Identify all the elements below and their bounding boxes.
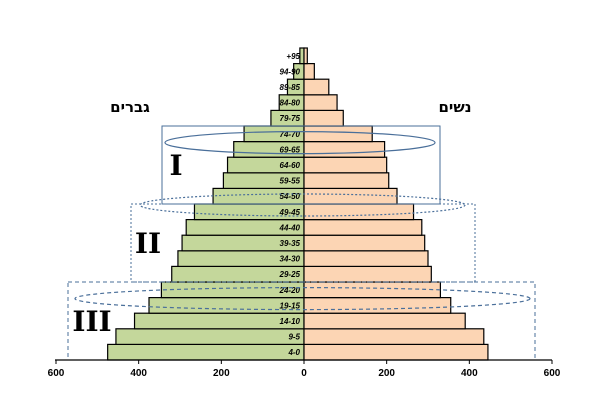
women-bar [303, 343, 489, 361]
age-label: 84-80 [280, 99, 301, 108]
x-tick-label: 400 [130, 368, 147, 379]
group-label-III: III [72, 305, 111, 338]
women-bar [303, 94, 338, 112]
group-ellipse [74, 287, 531, 311]
women-bar [303, 219, 423, 236]
women-bar [303, 312, 466, 330]
women-bar [303, 125, 373, 143]
x-tick-label: 200 [378, 368, 395, 379]
men-label: גברים [110, 98, 150, 116]
age-label: 29-25 [279, 270, 301, 279]
women-bar [303, 328, 485, 345]
age-label: 49-45 [279, 208, 301, 217]
age-label: 94-90 [280, 67, 301, 76]
age-label: 79-75 [280, 114, 301, 123]
age-label: 4-0 [287, 348, 300, 357]
x-tick-label: 600 [48, 368, 65, 379]
women-label: נשים [438, 98, 471, 116]
women-bar [303, 187, 398, 205]
age-label: 34-30 [280, 255, 301, 264]
women-bar [303, 281, 441, 299]
age-label: 39-35 [280, 239, 301, 248]
group-label-II: II [135, 227, 161, 260]
women-bar [303, 250, 429, 268]
age-label: 64-60 [280, 161, 301, 170]
group-ellipse [164, 131, 436, 155]
age-label: 9-5 [288, 333, 300, 342]
age-labels-group: 4-0 9-5 14-10 19-15 24-20 29-25 34-30 39-35 44-4… [279, 52, 301, 357]
women-bar [303, 62, 315, 80]
bars-group [107, 47, 489, 361]
women-bar [303, 141, 386, 158]
age-label: 44-40 [279, 223, 301, 232]
age-label: 14-10 [280, 317, 301, 326]
age-label: 54-50 [280, 192, 301, 201]
age-label: +95 [286, 52, 300, 61]
women-bar [303, 203, 415, 221]
men-bar [299, 47, 305, 65]
age-label: 69-65 [280, 145, 301, 154]
age-label: 19-15 [280, 301, 301, 310]
x-axis: 600 400 200 0 200 400 600 [48, 359, 561, 379]
women-bar [303, 78, 330, 96]
age-label: 74-70 [280, 130, 301, 139]
x-tick-label: 400 [461, 368, 478, 379]
x-tick-label: 200 [213, 368, 230, 379]
women-bar [303, 234, 426, 252]
women-bar [303, 156, 388, 174]
women-bar [303, 265, 432, 283]
women-bar [303, 47, 308, 65]
age-label: 24-20 [279, 286, 301, 295]
group-label-I: I [169, 149, 182, 182]
x-tick-label: 0 [301, 368, 307, 379]
women-bar [303, 172, 390, 190]
men-bar [115, 328, 305, 345]
age-label: 59-55 [280, 177, 301, 186]
group-ellipse [139, 193, 466, 217]
women-bar [303, 109, 344, 127]
men-bar [107, 343, 305, 361]
women-bar [303, 297, 452, 314]
age-label: 89-85 [280, 83, 301, 92]
x-tick-label: 600 [544, 368, 561, 379]
